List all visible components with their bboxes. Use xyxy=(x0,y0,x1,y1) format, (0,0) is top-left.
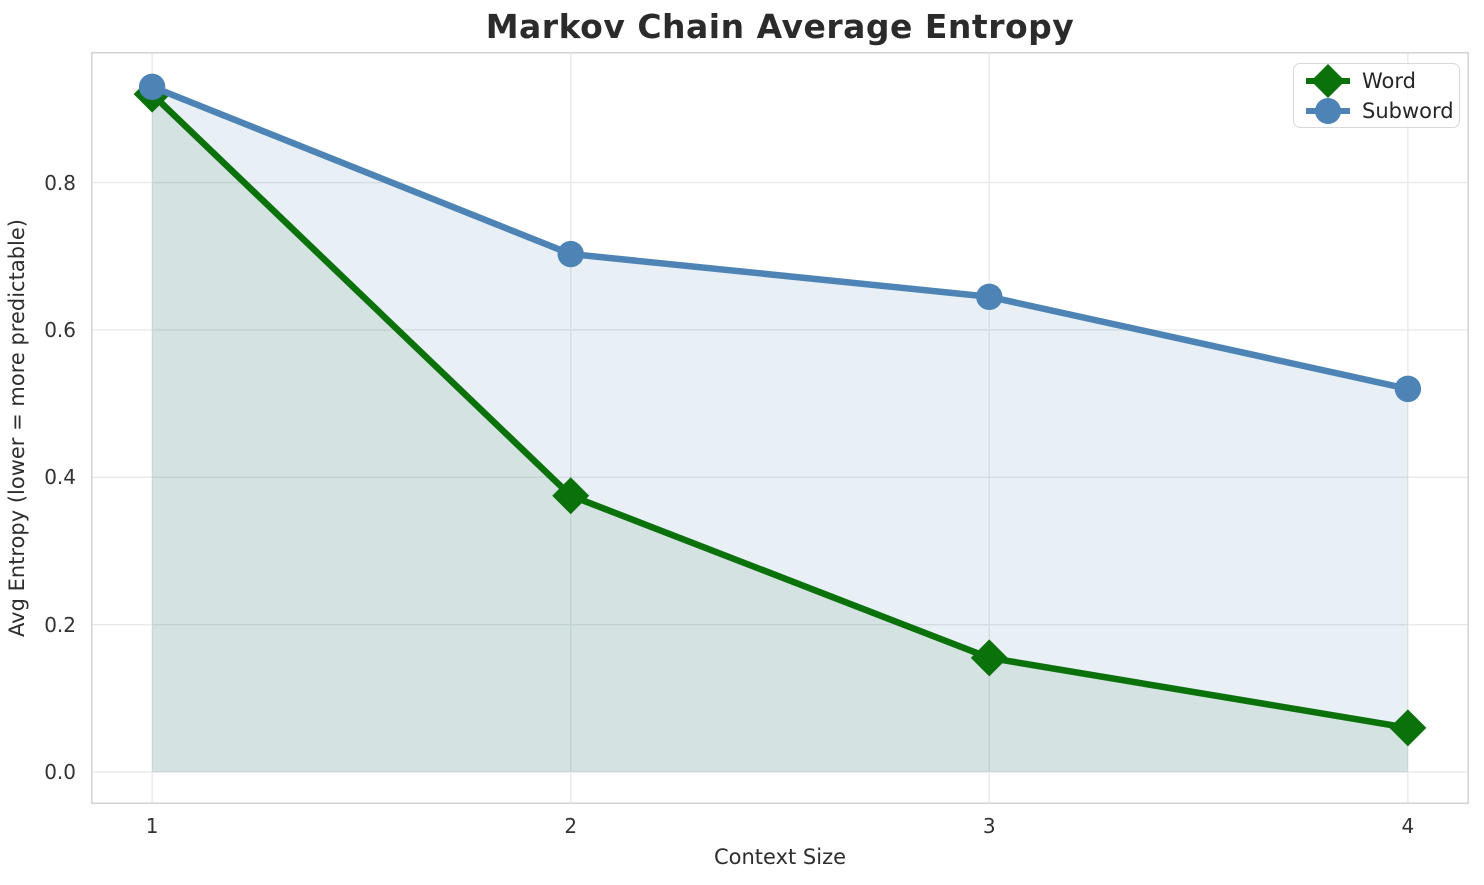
legend: Word Subword xyxy=(1293,63,1460,128)
marker-diamond-word xyxy=(552,477,590,515)
marker-circle-subword xyxy=(976,283,1003,310)
x-tick-label: 2 xyxy=(564,814,578,838)
marker-circle-subword xyxy=(557,240,584,268)
marker-diamond-word xyxy=(1389,709,1427,747)
x-axis-label: Context Size xyxy=(713,845,847,869)
diamond-icon xyxy=(1306,64,1350,98)
line-word xyxy=(148,90,1412,732)
marker-circle-subword xyxy=(138,73,166,100)
marker-diamond-word xyxy=(970,639,1008,677)
marker-circle-subword xyxy=(1394,375,1422,403)
legend-item-subword: Subword xyxy=(1304,96,1454,126)
plot-frame xyxy=(91,52,1469,804)
area-fill-subword xyxy=(152,86,1408,773)
legend-label-subword: Subword xyxy=(1362,99,1454,123)
circle-icon xyxy=(1306,98,1350,124)
y-tick-label: 0.2 xyxy=(44,612,76,637)
line-subword xyxy=(148,83,1412,393)
y-tick-label: 0.6 xyxy=(44,317,76,342)
x-tick-label: 3 xyxy=(982,814,996,838)
plot-area xyxy=(91,52,1469,804)
y-tick-label: 0.0 xyxy=(44,760,76,785)
legend-item-word: Word xyxy=(1304,64,1449,98)
y-axis-label: Avg Entropy (lower = more predictable) xyxy=(5,219,29,637)
y-tick-label: 0.8 xyxy=(44,170,76,195)
chart-title: Markov Chain Average Entropy xyxy=(485,7,1075,46)
x-tick-label: 1 xyxy=(145,814,159,838)
y-tick-label: 0.4 xyxy=(44,465,76,490)
legend-label-word: Word xyxy=(1362,69,1416,93)
area-fill-word xyxy=(152,94,1408,773)
x-tick-label: 4 xyxy=(1401,814,1415,838)
